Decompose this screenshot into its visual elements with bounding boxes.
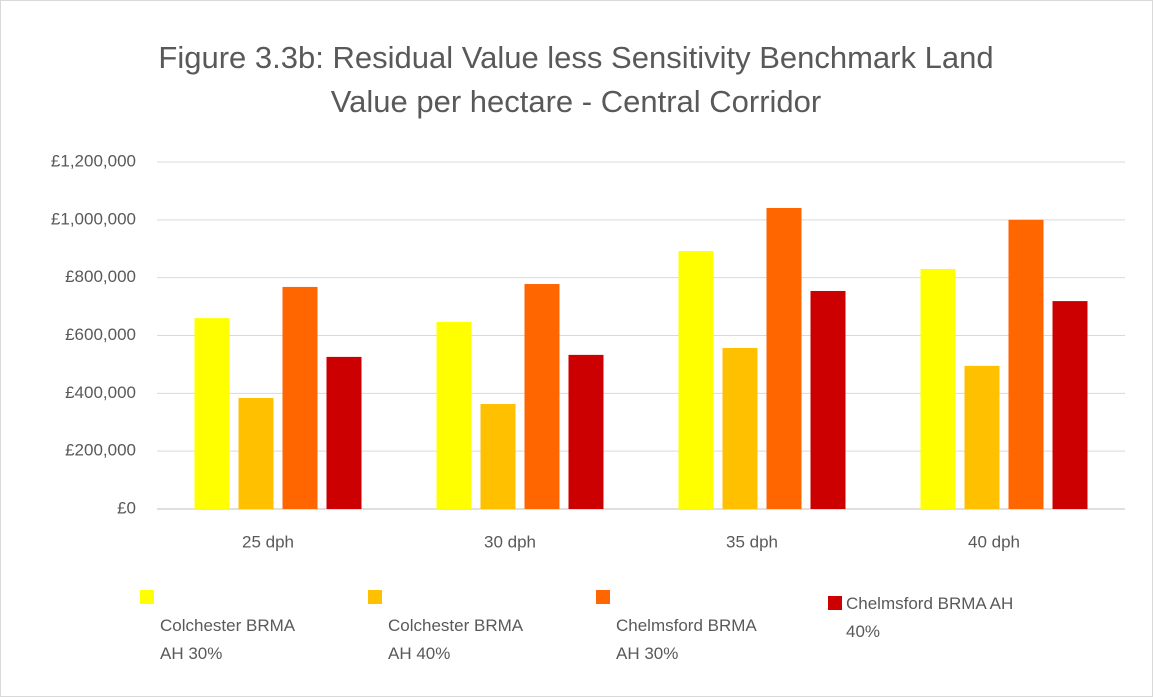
y-tick-label: £800,000 bbox=[65, 267, 136, 286]
bar bbox=[1008, 219, 1044, 510]
bar bbox=[1052, 301, 1088, 509]
legend-label: Chelmsford BRMA AH 40% bbox=[846, 594, 1014, 641]
y-tick-label: £1,000,000 bbox=[51, 209, 136, 228]
legend-item: Colchester BRMA AH 30% bbox=[140, 590, 340, 668]
legend-marker bbox=[140, 590, 154, 604]
bar bbox=[810, 290, 846, 509]
x-tick-label: 40 dph bbox=[968, 532, 1020, 551]
bar bbox=[436, 321, 472, 509]
legend-item: Chelmsford BRMA AH 40% bbox=[828, 590, 1028, 646]
y-tick-label: £600,000 bbox=[65, 325, 136, 344]
bar bbox=[678, 251, 714, 509]
y-tick-label: £0 bbox=[117, 498, 136, 517]
y-tick-label: £400,000 bbox=[65, 383, 136, 402]
legend-marker bbox=[368, 590, 382, 604]
chart-title: Figure 3.3b: Residual Value less Sensiti… bbox=[158, 40, 993, 119]
legend-item: Colchester BRMA AH 40% bbox=[368, 590, 568, 668]
bar bbox=[480, 404, 516, 509]
bar bbox=[238, 397, 274, 509]
bar bbox=[568, 354, 604, 509]
y-tick-label: £1,200,000 bbox=[51, 151, 136, 170]
bar bbox=[766, 207, 802, 510]
legend-item: Chelmsford BRMA AH 30% bbox=[596, 590, 796, 668]
bar bbox=[194, 318, 230, 509]
bar bbox=[920, 268, 956, 509]
legend: Colchester BRMA AH 30% Colchester BRMA AH… bbox=[140, 590, 1140, 680]
bar bbox=[524, 284, 560, 509]
legend-label: Chelmsford BRMA AH 30% bbox=[616, 616, 756, 663]
legend-marker bbox=[828, 596, 842, 610]
legend-marker bbox=[596, 590, 610, 604]
bar bbox=[722, 347, 758, 509]
y-tick-label: £200,000 bbox=[65, 441, 136, 460]
x-tick-label: 25 dph bbox=[242, 532, 294, 551]
legend-label: Colchester BRMA AH 40% bbox=[388, 616, 523, 663]
bar bbox=[326, 356, 362, 509]
legend-label: Colchester BRMA AH 30% bbox=[160, 616, 295, 663]
x-tick-label: 35 dph bbox=[726, 532, 778, 551]
bar bbox=[282, 286, 318, 509]
bar bbox=[964, 365, 1000, 509]
x-tick-label: 30 dph bbox=[484, 532, 536, 551]
